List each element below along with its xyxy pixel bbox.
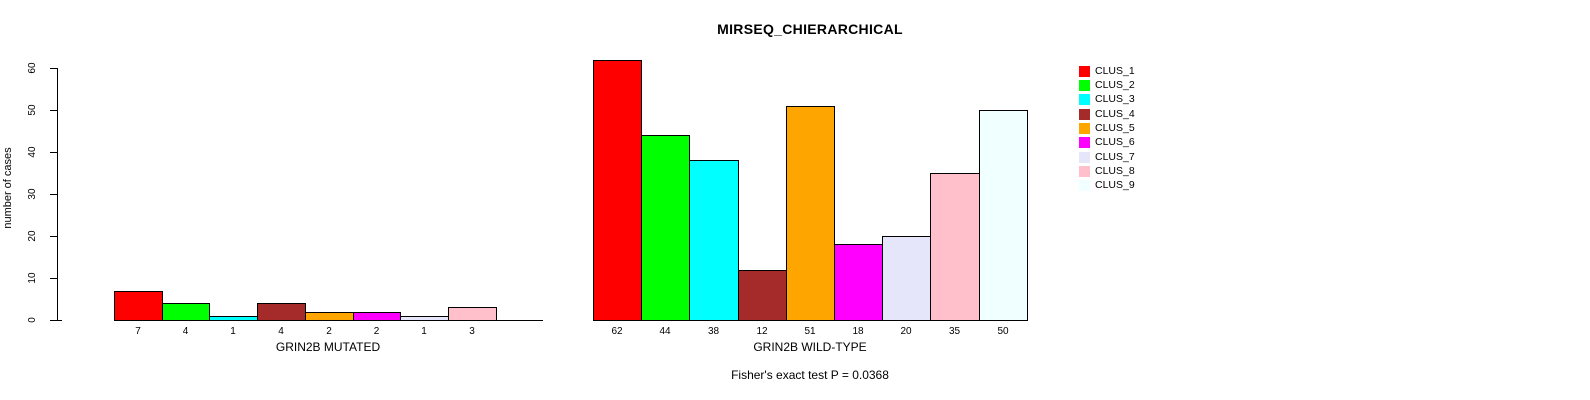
bar-value-label: 7: [135, 326, 141, 337]
legend-item-clus_8: CLUS_8: [1079, 164, 1135, 178]
legend-item-clus_5: CLUS_5: [1079, 121, 1135, 135]
bar-value-label: 12: [756, 326, 768, 337]
bar-clus_7: [882, 236, 931, 321]
y-axis-label: number of cases: [2, 147, 14, 229]
legend-label: CLUS_1: [1095, 64, 1135, 77]
y-axis-line: [57, 68, 58, 321]
legend: CLUS_1 CLUS_2 CLUS_3 CLUS_4 CLUS_5 CLUS_6 CLUS…: [1079, 64, 1135, 193]
bar-value-label: 44: [659, 326, 671, 337]
legend-swatch-clus_3: [1079, 94, 1090, 106]
legend-swatch-clus_5: [1079, 122, 1090, 134]
bar-clus_4: [257, 303, 306, 321]
bar-value-label: 4: [182, 326, 189, 337]
bar-value-label: 2: [373, 326, 380, 337]
fisher-test-note: Fisher's exact test P = 0.0368: [731, 368, 889, 382]
legend-item-clus_4: CLUS_4: [1079, 107, 1135, 121]
bar-value-label: 51: [804, 326, 816, 337]
bar-value-label: 2: [326, 326, 332, 337]
bar-value-label: 35: [948, 326, 961, 337]
bar-value-label: 50: [997, 326, 1009, 337]
legend-label: CLUS_6: [1095, 136, 1135, 149]
legend-swatch-clus_7: [1079, 151, 1090, 163]
bar-value-label: 38: [707, 326, 720, 337]
bar-clus_3: [209, 316, 258, 321]
bar-value-label: 1: [421, 326, 427, 337]
bar-value-label: 62: [611, 326, 623, 337]
y-tick: [50, 68, 57, 69]
legend-item-clus_6: CLUS_6: [1079, 136, 1135, 150]
y-tick: [50, 320, 57, 321]
bar-clus_8: [930, 173, 980, 321]
y-tick-label: 0: [27, 317, 38, 323]
legend-label: CLUS_3: [1095, 93, 1135, 106]
bar-value-label: 20: [900, 326, 912, 337]
chart-title: MIRSEQ_CHIERARCHICAL: [717, 21, 903, 37]
bar-clus_6: [353, 312, 401, 321]
legend-item-clus_1: CLUS_1: [1079, 64, 1135, 78]
legend-item-clus_7: CLUS_7: [1079, 150, 1135, 164]
bar-clus_8: [448, 307, 497, 321]
y-axis-zero-foot: [57, 320, 62, 321]
bar-clus_5: [786, 106, 835, 321]
y-tick: [50, 278, 57, 279]
y-tick-label: 10: [27, 272, 38, 284]
legend-label: CLUS_7: [1095, 150, 1135, 163]
y-tick-label: 20: [27, 230, 38, 242]
bar-clus_6: [834, 244, 883, 321]
legend-swatch-clus_1: [1079, 65, 1090, 77]
bar-clus_2: [162, 303, 210, 321]
legend-item-clus_2: CLUS_2: [1079, 78, 1135, 92]
legend-swatch-clus_4: [1079, 108, 1090, 120]
y-tick-label: 30: [27, 188, 38, 200]
bar-value-label: 18: [852, 326, 864, 337]
bar-clus_5: [305, 312, 354, 321]
legend-label: CLUS_4: [1095, 107, 1135, 120]
legend-label: CLUS_9: [1095, 179, 1135, 192]
y-tick-label: 60: [27, 62, 38, 74]
legend-swatch-clus_2: [1079, 79, 1090, 91]
y-tick-label: 40: [27, 146, 38, 158]
legend-label: CLUS_8: [1095, 164, 1135, 177]
y-tick: [50, 236, 57, 237]
legend-label: CLUS_2: [1095, 78, 1135, 91]
y-tick: [50, 152, 57, 153]
legend-swatch-clus_8: [1079, 165, 1090, 177]
bar-clus_7: [400, 316, 449, 321]
legend-label: CLUS_5: [1095, 121, 1135, 134]
y-tick: [50, 194, 57, 195]
y-tick-label: 50: [27, 104, 38, 116]
legend-item-clus_9: CLUS_9: [1079, 179, 1135, 193]
bar-clus_1: [593, 60, 642, 321]
x-axis-label-wild-type: GRIN2B WILD-TYPE: [753, 340, 867, 354]
bar-value-label: 1: [230, 326, 236, 337]
bar-clus_4: [738, 270, 787, 321]
bar-clus_3: [689, 160, 739, 321]
bar-value-label: 3: [469, 326, 475, 337]
bar-clus_1: [114, 291, 163, 321]
y-tick: [50, 110, 57, 111]
bar-value-label: 4: [278, 326, 284, 337]
bar-clus_2: [641, 135, 690, 321]
legend-swatch-clus_9: [1079, 180, 1090, 192]
bar-clus_9: [979, 110, 1028, 321]
x-axis-label-mutated: GRIN2B MUTATED: [275, 340, 381, 354]
legend-item-clus_3: CLUS_3: [1079, 93, 1135, 107]
legend-swatch-clus_6: [1079, 137, 1090, 149]
